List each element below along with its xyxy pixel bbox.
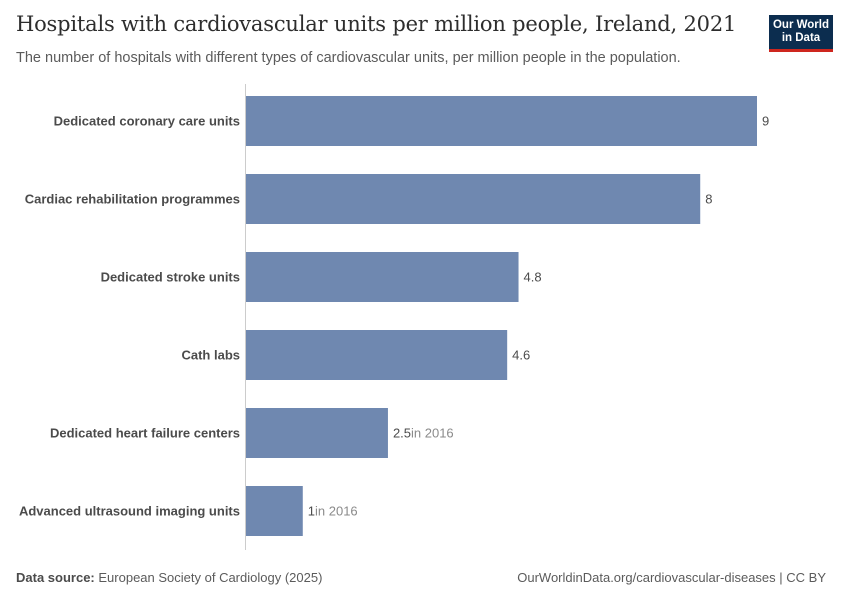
- chart-title: Hospitals with cardiovascular units per …: [16, 12, 737, 36]
- logo-line-1: Our World: [772, 19, 829, 31]
- value-label-2: 4.8: [524, 270, 542, 285]
- bar-2[interactable]: [246, 252, 519, 302]
- value-text-4: 2.5: [393, 426, 411, 441]
- bar-5[interactable]: [246, 486, 303, 536]
- value-label-1: 8: [705, 192, 712, 207]
- value-note-5: in 2016: [315, 504, 358, 519]
- owid-logo[interactable]: Our World in Data: [769, 15, 833, 52]
- footer-url[interactable]: OurWorldinData.org/cardiovascular-diseas…: [517, 570, 826, 585]
- category-label-5: Advanced ultrasound imaging units: [19, 504, 240, 519]
- category-label-0: Dedicated coronary care units: [54, 114, 240, 129]
- value-text-1: 8: [705, 192, 712, 207]
- category-label-4: Dedicated heart failure centers: [50, 426, 240, 441]
- value-text-3: 4.6: [512, 348, 530, 363]
- logo-line-2: in Data: [781, 32, 821, 44]
- value-text-0: 9: [762, 114, 769, 129]
- value-label-0: 9: [762, 114, 769, 129]
- bar-4[interactable]: [246, 408, 388, 458]
- footer-source: Data source: European Society of Cardiol…: [16, 570, 322, 585]
- value-label-4: 2.5in 2016: [393, 426, 454, 441]
- value-label-3: 4.6: [512, 348, 530, 363]
- source-label: Data source:: [16, 570, 95, 585]
- bars-group: Dedicated coronary care units 9 Cardiac re…: [19, 96, 769, 536]
- chart-subtitle: The number of hospitals with different t…: [16, 50, 681, 66]
- category-label-2: Dedicated stroke units: [101, 270, 240, 285]
- value-text-2: 4.8: [524, 270, 542, 285]
- value-text-5: 1: [308, 504, 315, 519]
- category-label-3: Cath labs: [181, 348, 240, 363]
- bar-0[interactable]: [246, 96, 757, 146]
- source-text[interactable]: European Society of Cardiology (2025): [98, 570, 323, 585]
- value-note-4: in 2016: [411, 426, 454, 441]
- bar-3[interactable]: [246, 330, 508, 380]
- category-label-1: Cardiac rehabilitation programmes: [25, 192, 240, 207]
- bar-1[interactable]: [246, 174, 701, 224]
- bar-chart: Dedicated coronary care units 9 Cardiac re…: [19, 84, 769, 550]
- value-label-5: 1in 2016: [308, 504, 358, 519]
